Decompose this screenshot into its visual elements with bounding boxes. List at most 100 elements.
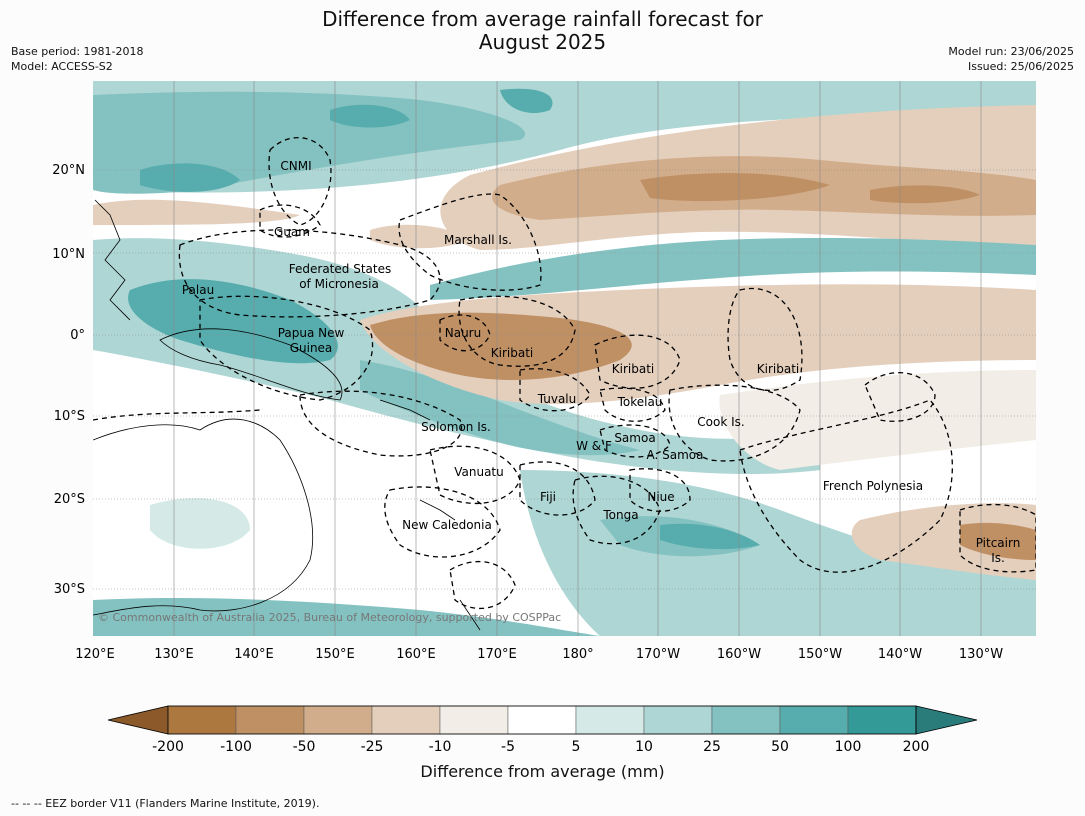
label-niue: Niue [647,490,674,504]
dry-equatorial-core [370,312,632,380]
dry-dark-north [640,173,980,204]
lon-label: 170°W [636,647,680,662]
lat-label: 10°S [54,409,85,424]
region-labels: CNMI Guam Marshall Is. Federated States … [182,159,1020,565]
eez-south-line [93,409,261,421]
label-cnmi: CNMI [280,159,311,173]
colorbar-tick-label: 50 [771,739,789,755]
label-tuvalu: Tuvalu [537,392,577,406]
colorbar-extend-high [915,705,978,735]
label-vanuatu: Vanuatu [454,465,504,479]
wet-south-core [93,516,760,636]
wet-band-itcz [430,237,1036,300]
model-run-text: Model run: 23/06/2025 [948,45,1074,58]
coast-philippines [94,199,131,321]
dry-south-east [851,503,1036,580]
label-kiribati-3: Kiribati [757,362,799,376]
label-nauru: Nauru [445,326,481,340]
colorbar-tick-label: -25 [361,739,384,755]
eez-cook [668,384,801,462]
colorbar-segment [371,705,441,735]
wet-south [520,470,1036,636]
title-line-2: August 2025 [478,30,607,54]
eez-kiribati-west [458,295,576,367]
eez-samoa [599,424,671,458]
wet-patch-tasman [150,498,250,549]
label-palau: Palau [182,283,214,297]
eez-new-caledonia [384,486,501,558]
lon-label: 140°W [878,647,922,662]
label-kiribati-1: Kiribati [491,346,533,360]
issued-text: Issued: 25/06/2025 [967,60,1074,73]
coast-new-caledonia [419,499,456,521]
colorbar-segment [303,705,373,735]
colorbar-tick-label: -50 [293,739,316,755]
colorbar-segment [779,705,849,735]
eez-fiji [519,461,596,516]
colorbar-segment [643,705,713,735]
metadata-left: Base period: 1981-2018 Model: ACCESS-S2 [11,44,143,74]
colorbar-tick-label: 10 [635,739,653,755]
lon-label: 120°E [75,647,115,662]
eez-vanuatu [429,445,521,505]
colorbar-segment [439,705,509,735]
label-tonga: Tonga [602,508,638,522]
lon-label: 180° [562,647,593,662]
lon-label: 170°E [477,647,517,662]
eez-kiribati-east [727,287,803,391]
eez-guam [259,204,321,238]
colorbar-extend-low [107,705,169,735]
label-new-caledonia: New Caledonia [402,518,492,532]
coast-australia [93,418,314,616]
colorbar-segment [711,705,781,735]
map-area: CNMI Guam Marshall Is. Federated States … [93,81,1036,636]
label-kiribati-2: Kiribati [612,362,654,376]
lon-label: 130°E [154,647,194,662]
lat-label: 10°N [52,247,85,262]
wet-core-north [140,88,553,192]
latitude-labels: 20°N 10°N 0° 10°S 20°S 30°S [52,163,85,597]
lat-label: 0° [70,328,85,343]
colorbar-title: Difference from average (mm) [420,762,665,781]
label-fsm-2: of Micronesia [299,277,379,291]
lat-label: 30°S [54,582,85,597]
label-fsm-1: Federated States [289,262,391,276]
colorbar-tick-label: -100 [220,739,252,755]
title-line-1: Difference from average rainfall forecas… [322,7,763,31]
eez-png [199,295,374,401]
lon-label: 130°W [959,647,1003,662]
dry-south-east-core [960,522,1036,560]
colorbar-tick-label: -5 [501,739,515,755]
eez-kiribati-central [594,334,681,389]
eez-marshall [398,193,542,291]
label-tokelau: Tokelau [617,395,663,409]
eez-footnote: -- -- -- EEZ border V11 (Flanders Marine… [11,797,320,810]
label-fiji: Fiji [540,490,556,504]
colorbar-tick-label: 100 [835,739,862,755]
label-french-polynesia: French Polynesia [823,479,923,493]
colorbar-segment [847,705,917,735]
dry-patch-west [93,199,470,249]
eez-new-zealand-north [449,560,516,610]
base-period-text: Base period: 1981-2018 [11,45,144,58]
eez-niue [629,468,691,512]
label-cook: Cook Is. [697,415,744,429]
lon-label: 150°W [798,647,842,662]
label-pitcairn-1: Pitcairn [976,536,1021,550]
copyright-notice: © Commonwealth of Australia 2025, Bureau… [98,611,561,624]
label-solomon: Solomon Is. [421,420,491,434]
colorbar-tick-label: 200 [903,739,930,755]
longitude-labels: 120°E 130°E 140°E 150°E 160°E 170°E 180°… [75,647,1003,662]
colorbar-segment [235,705,305,735]
label-guam: Guam [274,225,310,239]
graticule [93,81,1036,636]
lon-label: 160°W [717,647,761,662]
label-marshall: Marshall Is. [444,233,512,247]
label-png-2: Guinea [290,341,333,355]
coast-new-guinea [159,328,343,401]
eez-fsm [178,229,441,318]
lon-label: 140°E [234,647,274,662]
coast-solomon [379,399,431,421]
eez-tuvalu [519,368,591,412]
eez-solomon [299,390,463,457]
